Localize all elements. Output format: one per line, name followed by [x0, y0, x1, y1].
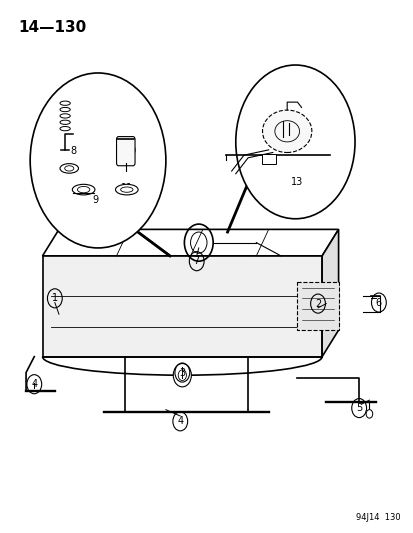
- Text: 8: 8: [70, 146, 76, 156]
- Text: 13: 13: [291, 176, 303, 187]
- Ellipse shape: [72, 184, 95, 195]
- Text: 3: 3: [179, 368, 185, 377]
- Polygon shape: [297, 282, 338, 330]
- Text: 94J14  130: 94J14 130: [355, 513, 399, 522]
- Polygon shape: [321, 229, 338, 357]
- Ellipse shape: [115, 184, 138, 195]
- Text: 1: 1: [52, 293, 58, 303]
- Text: 2: 2: [314, 298, 320, 309]
- Ellipse shape: [262, 110, 311, 152]
- FancyBboxPatch shape: [261, 154, 275, 164]
- Text: 4: 4: [31, 379, 37, 389]
- Text: 9: 9: [92, 195, 98, 205]
- Polygon shape: [43, 256, 321, 357]
- FancyBboxPatch shape: [116, 136, 135, 166]
- Text: 11: 11: [121, 183, 133, 193]
- Text: 4: 4: [177, 416, 183, 426]
- Circle shape: [30, 73, 166, 248]
- Text: 14—130: 14—130: [18, 20, 86, 35]
- Text: 7: 7: [193, 256, 199, 266]
- Circle shape: [235, 65, 354, 219]
- Ellipse shape: [60, 164, 78, 173]
- Text: 6: 6: [375, 297, 381, 308]
- Circle shape: [173, 364, 191, 387]
- Text: 12: 12: [280, 126, 293, 136]
- Text: 10: 10: [124, 146, 137, 156]
- Circle shape: [365, 410, 372, 418]
- Text: 5: 5: [355, 403, 361, 413]
